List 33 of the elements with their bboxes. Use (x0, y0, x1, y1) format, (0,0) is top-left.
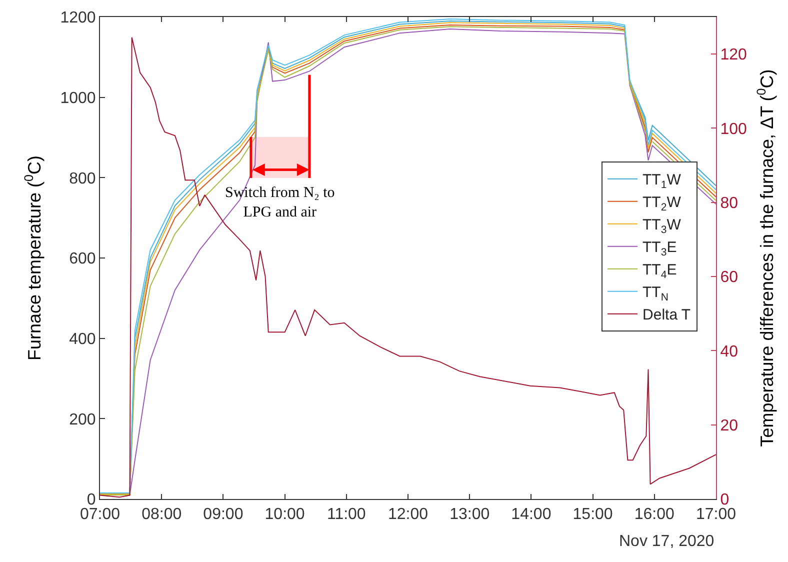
x-tick-label: 13:00 (450, 506, 490, 524)
legend-label: TT$_{3}$W (642, 216, 682, 236)
legend-label: TT$_{4}$E (642, 262, 677, 281)
x-tick-label: 07:00 (80, 506, 120, 524)
y-tick-label: 1200 (60, 10, 96, 27)
y2-tick-label: 80 (720, 194, 738, 212)
y-tick-label: 800 (69, 170, 96, 188)
text: Nov 17, 2020 (619, 533, 714, 550)
y2-tick-label: 0 (720, 492, 730, 509)
x-tick-label: 08:00 (142, 506, 182, 524)
x-tick-label: 16:00 (634, 506, 675, 524)
y2-tick-label: 100 (720, 120, 747, 138)
legend-label: TT$_{3}$E (642, 239, 677, 258)
y2-tick-label: 60 (720, 269, 738, 286)
x-tick-label: 11:00 (326, 506, 366, 524)
y-tick-label: 600 (69, 250, 96, 268)
x-tick-label: 09:00 (203, 506, 244, 524)
y2-tick-label: 120 (720, 46, 747, 64)
y2-tick-label: 40 (720, 343, 738, 360)
legend-label: TT$_{N}$ (642, 284, 668, 304)
x-tick-label: 14:00 (511, 506, 552, 524)
legend-label: TT$_{1}$W (642, 172, 682, 191)
y2-tick-label: 20 (720, 417, 738, 434)
y-tick-label: 1000 (60, 90, 96, 107)
y-tick-label: 400 (69, 330, 96, 348)
y-tick-label: 0 (86, 492, 96, 509)
legend-label: Delta T (642, 306, 691, 324)
x-tick-label: 12:00 (388, 506, 428, 524)
x-tick-label: 10:00 (264, 506, 305, 524)
x-tick-label: 17:00 (696, 506, 736, 524)
x-tick-label: 15:00 (572, 506, 613, 524)
y-tick-label: 200 (69, 411, 96, 428)
legend-label: TT$_{2}$W (642, 194, 682, 214)
